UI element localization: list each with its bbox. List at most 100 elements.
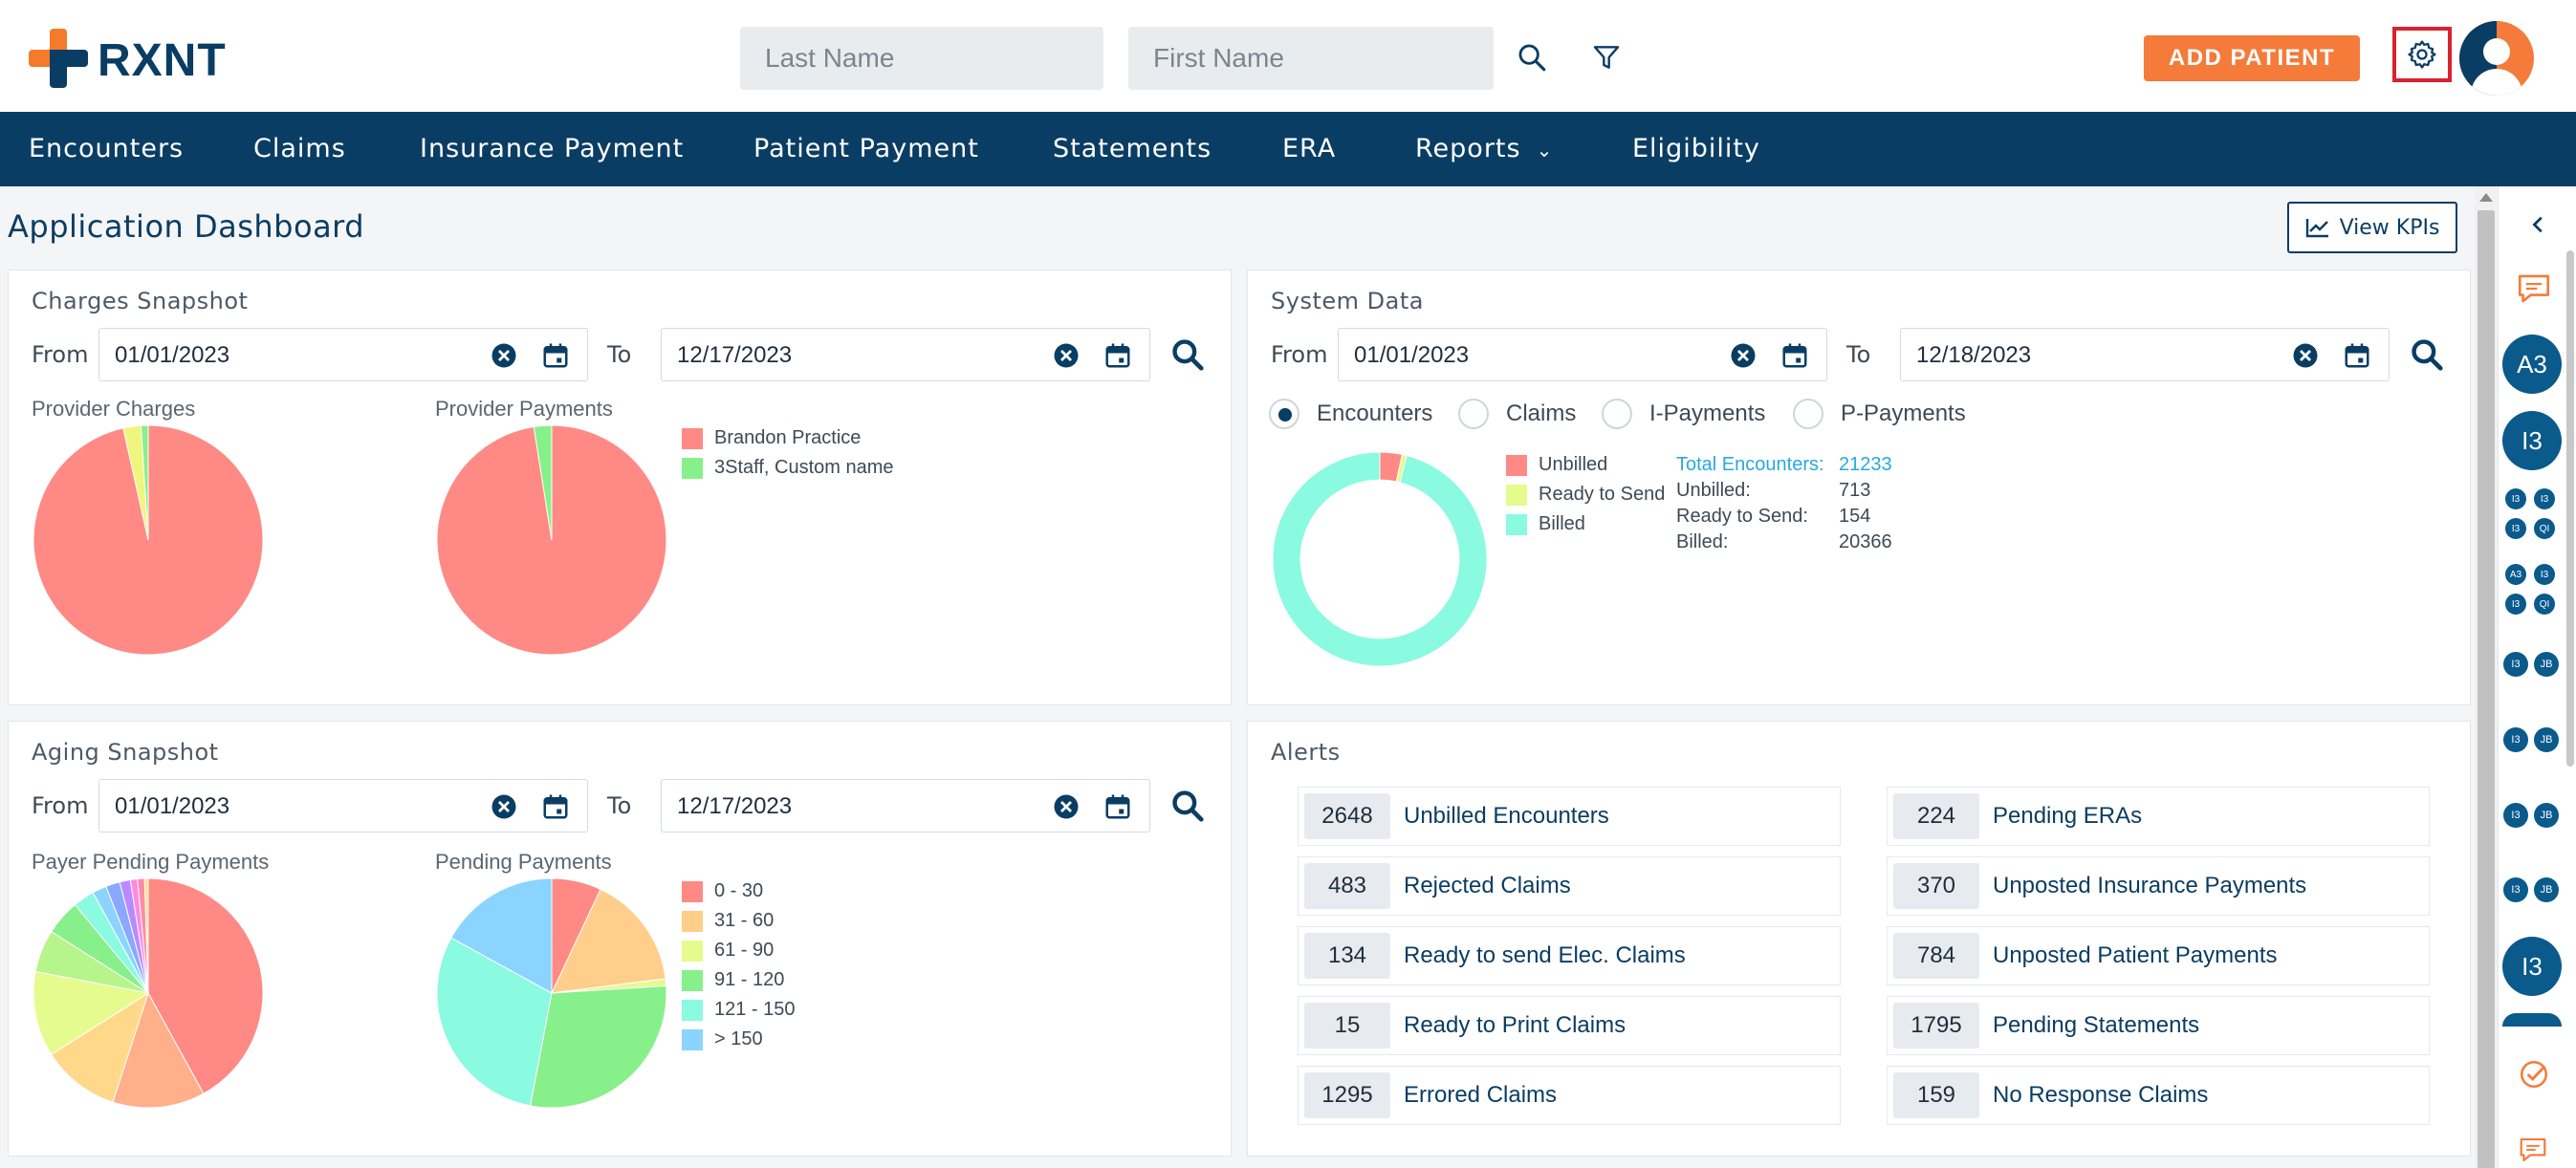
rxnt-logo[interactable]: RXNT [29,29,249,88]
nav-patient-payment[interactable]: Patient Payment [753,134,979,163]
legend-item: > 150 [682,1028,763,1050]
user-badge-i3[interactable]: I3 [2502,411,2562,470]
mini-badge[interactable]: I3 [2505,594,2526,615]
nav-reports[interactable]: Reports ⌄ [1415,112,1553,186]
task-check-icon[interactable] [2517,1057,2551,1092]
charges-from-date[interactable]: 01/01/2023 [98,328,588,381]
mini-badge[interactable]: QI [2534,518,2555,539]
search-icon[interactable] [1169,788,1206,824]
nav-statements[interactable]: Statements [1053,134,1212,163]
alert-pending-statements[interactable]: 1795 Pending Statements [1887,996,2430,1055]
user-badge-a3[interactable]: A3 [2502,335,2562,394]
view-kpis-button[interactable]: View KPIs [2287,202,2457,253]
calendar-icon[interactable] [1103,792,1132,821]
mini-badge[interactable]: I3 [2503,803,2528,828]
alert-pending-eras[interactable]: 224 Pending ERAs [1887,787,2430,846]
date-value: 12/18/2023 [1916,342,2032,368]
nav-insurance-payment[interactable]: Insurance Payment [420,134,685,163]
calendar-icon[interactable] [2343,341,2371,370]
pie-slice[interactable] [33,424,264,656]
pie-slice[interactable] [436,937,553,1107]
search-icon[interactable] [1169,336,1206,373]
pie-slice[interactable] [533,424,553,541]
pie-slice[interactable] [50,991,149,1103]
aging-from-date[interactable]: 01/01/2023 [98,779,588,833]
pie-slice[interactable] [140,424,149,541]
search-icon[interactable] [2409,336,2445,373]
clear-icon[interactable] [490,792,518,821]
pie-slice[interactable] [143,877,149,994]
clear-icon[interactable] [1729,341,1757,370]
pie-slice[interactable] [112,991,205,1109]
pie-slice[interactable] [551,888,666,994]
calendar-icon[interactable] [541,792,570,821]
alert-unposted-patient-payments[interactable]: 784 Unposted Patient Payments [1887,926,2430,985]
alert-errored-claims[interactable]: 1295 Errored Claims [1298,1066,1841,1125]
chat-icon[interactable] [2513,270,2555,308]
message-icon[interactable] [2515,1134,2551,1166]
mini-badge[interactable]: I3 [2505,488,2526,509]
clear-icon[interactable] [490,341,518,370]
last-name-input[interactable] [740,27,1103,90]
alert-unposted-insurance-payments[interactable]: 370 Unposted Insurance Payments [1887,856,2430,916]
calendar-icon[interactable] [541,341,570,370]
radio-i-payments[interactable]: I-Payments [1602,399,1765,429]
clear-icon[interactable] [1052,341,1081,370]
pie-slice[interactable] [450,877,553,994]
nav-eligibility[interactable]: Eligibility [1632,134,1760,163]
pie-slice[interactable] [33,970,150,1055]
aging-to-date[interactable]: 12/17/2023 [661,779,1150,833]
radio-encounters[interactable]: Encounters [1269,399,1432,429]
alert-unbilled-encounters[interactable]: 2648 Unbilled Encounters [1298,787,1841,846]
search-icon[interactable] [1509,34,1555,80]
alert-count: 784 [1893,933,1979,979]
add-patient-button[interactable]: ADD PATIENT [2144,35,2360,81]
system-to-date[interactable]: 12/18/2023 [1900,328,2390,381]
mini-badge[interactable]: I3 [2503,877,2528,902]
mini-badge[interactable]: I3 [2534,564,2555,585]
mini-badge[interactable]: JB [2534,803,2559,828]
radio-label: P-Payments [1841,400,1966,426]
user-badge-i3[interactable]: I3 [2502,937,2562,996]
legend-item: Billed [1506,513,1585,535]
nav-encounters[interactable]: Encounters [29,134,185,163]
calendar-icon[interactable] [1780,341,1809,370]
nav-era[interactable]: ERA [1282,134,1337,163]
alert-no-response-claims[interactable]: 159 No Response Claims [1887,1066,2430,1125]
first-name-input[interactable] [1128,27,1494,90]
alert-ready-elec-claims[interactable]: 134 Ready to send Elec. Claims [1298,926,1841,985]
settings-button[interactable] [2392,27,2452,82]
alert-ready-print-claims[interactable]: 15 Ready to Print Claims [1298,996,1841,1055]
provider-charges-label: Provider Charges [32,397,196,421]
pie-slice[interactable] [147,877,264,1094]
user-badge-partial[interactable] [2502,1013,2562,1027]
mini-badge[interactable]: I3 [2534,488,2555,509]
calendar-icon[interactable] [1103,341,1132,370]
filter-icon[interactable] [1583,34,1629,80]
mini-badge[interactable]: JB [2534,652,2559,677]
mini-badge[interactable]: JB [2534,877,2559,902]
system-from-date[interactable]: 01/01/2023 [1338,328,1827,381]
mini-badge[interactable]: I3 [2503,727,2528,752]
provider-payments-label: Provider Payments [435,397,613,421]
pie-slice[interactable] [1272,451,1488,667]
page-scroll-thumb[interactable] [2478,210,2495,1168]
alert-rejected-claims[interactable]: 483 Rejected Claims [1298,856,1841,916]
collapse-chevron-icon[interactable] [2524,210,2553,239]
rail-scroll-thumb[interactable] [2566,250,2574,767]
user-avatar[interactable] [2459,21,2534,96]
mini-badge[interactable]: I3 [2505,518,2526,539]
mini-badge[interactable]: I3 [2503,652,2528,677]
radio-claims[interactable]: Claims [1458,399,1576,429]
pie-slice[interactable] [529,984,667,1109]
charges-to-date[interactable]: 12/17/2023 [661,328,1150,381]
clear-icon[interactable] [1052,792,1081,821]
mini-badge[interactable]: JB [2534,727,2559,752]
scroll-up-arrow[interactable] [2479,193,2493,202]
nav-claims[interactable]: Claims [253,134,346,163]
alert-label: Pending Statements [1993,1012,2200,1038]
clear-icon[interactable] [2291,341,2320,370]
radio-p-payments[interactable]: P-Payments [1793,399,1966,429]
mini-badge[interactable]: QI [2534,594,2555,615]
mini-badge[interactable]: A3 [2505,564,2526,585]
